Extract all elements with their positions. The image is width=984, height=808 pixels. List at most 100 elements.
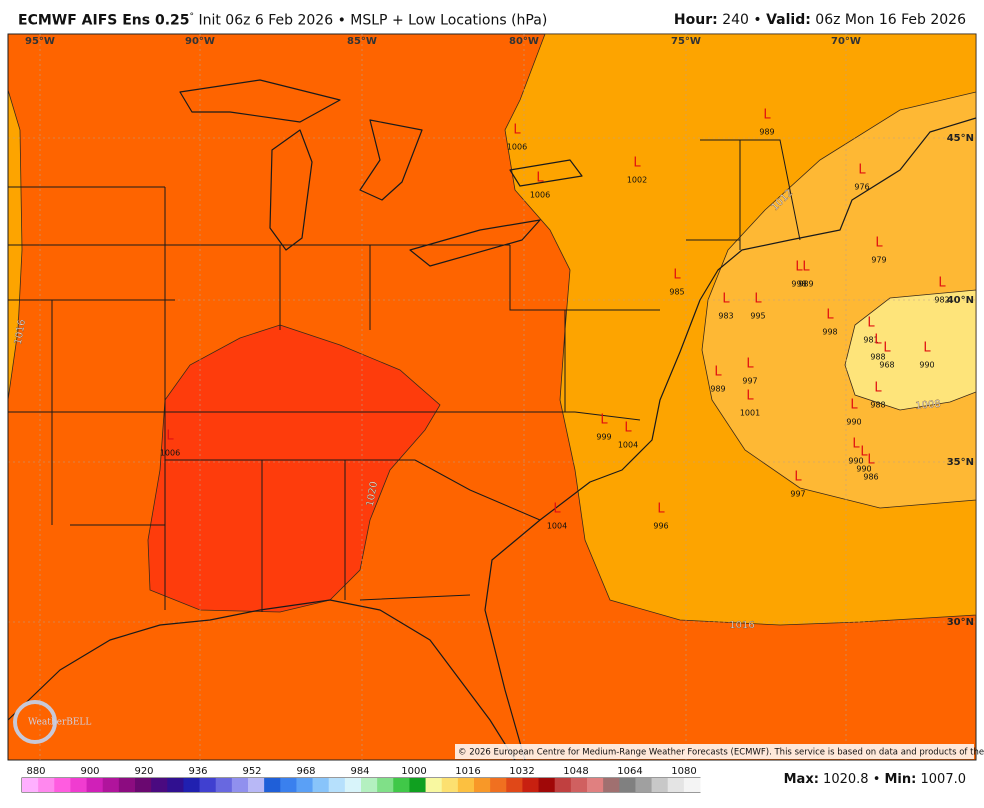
- colorbar-cell: [361, 778, 378, 792]
- pressure-region: [147, 324, 441, 613]
- colorbar-cell: [231, 778, 249, 792]
- max-label: Max:: [783, 772, 819, 787]
- colorbar-label: 984: [350, 766, 369, 777]
- hour: 240: [722, 12, 749, 28]
- colorbar-cell: [344, 778, 362, 792]
- colorbar-label: 1000: [401, 766, 426, 777]
- colorbar-cell: [183, 778, 201, 792]
- low-symbol: L: [600, 413, 608, 428]
- low-symbol: L: [850, 398, 858, 413]
- title: ECMWF AIFS Ens 0.25: [18, 12, 190, 29]
- low-value: 968: [879, 361, 894, 370]
- low-value: 1001: [740, 409, 760, 418]
- colorbar-label: 920: [134, 766, 153, 777]
- separator: •: [872, 772, 881, 787]
- low-symbol: L: [536, 171, 544, 186]
- footer-stats: Max: 1020.8 • Min: 1007.0: [784, 772, 966, 787]
- colorbar-cell: [587, 778, 604, 792]
- subtitle: Init 06z 6 Feb 2026 • MSLP + Low Locatio…: [198, 12, 548, 29]
- contour-label: 1020: [365, 481, 380, 508]
- colorbar-cell: [248, 778, 265, 792]
- low-symbol: L: [938, 276, 946, 291]
- borders: [7, 35, 977, 761]
- colorbar-label: 900: [80, 766, 99, 777]
- colorbar-cell: [683, 778, 701, 792]
- colorbar-cell: [603, 778, 620, 792]
- low-value: 997: [742, 377, 757, 386]
- colorbar-cell: [490, 778, 507, 792]
- low-symbol: L: [852, 437, 860, 452]
- colorbar-cell: [506, 778, 523, 792]
- low-symbol: L: [867, 316, 875, 331]
- colorbar-cell: [102, 778, 120, 792]
- colorbar-label: 880: [26, 766, 45, 777]
- low-value: 989: [759, 128, 774, 137]
- low-value: 989: [798, 280, 813, 289]
- low-symbol: L: [874, 333, 882, 348]
- low-value: 985: [669, 288, 684, 297]
- copyright-box: [455, 744, 974, 759]
- low-value: 1006: [507, 143, 527, 152]
- colorbar-label: 1032: [509, 766, 534, 777]
- low-symbol: L: [714, 365, 722, 380]
- low-value: 1004: [547, 522, 567, 531]
- colorbar-cell: [635, 778, 653, 792]
- contour-label: 1008: [915, 399, 941, 412]
- colorbar-cell: [393, 778, 410, 792]
- colorbar-cell: [86, 778, 104, 792]
- lake: [359, 119, 423, 201]
- contour-label: 1016: [729, 620, 754, 631]
- low-symbol: L: [722, 292, 730, 307]
- low-value: 976: [854, 183, 869, 192]
- low-value: 989: [710, 385, 725, 394]
- low-symbol: L: [746, 357, 754, 372]
- lat-label: 35°N: [947, 457, 974, 468]
- lon-label: 80°W: [509, 36, 539, 47]
- colorbar: 880 900 920 936 952 968 984 1000 1016 1032 1048 106…: [22, 766, 701, 792]
- colorbar-label: 1048: [563, 766, 588, 777]
- low-symbol: L: [754, 292, 762, 307]
- low-value: 988: [870, 353, 885, 362]
- colorbar-cell: [296, 778, 314, 792]
- lat-label: 30°N: [947, 617, 974, 628]
- low-symbol: L: [657, 502, 665, 517]
- low-symbol: L: [633, 156, 641, 171]
- low-symbol: L: [875, 236, 883, 251]
- colorbar-cell: [651, 778, 669, 792]
- low-symbol: L: [883, 341, 891, 356]
- colorbar-label: 1064: [617, 766, 642, 777]
- low-symbol: L: [858, 163, 866, 178]
- colorbar-cell: [199, 778, 217, 792]
- lake: [269, 129, 313, 251]
- low-symbol: L: [794, 470, 802, 485]
- colorbar-cell: [441, 778, 459, 792]
- lon-label: 95°W: [25, 36, 55, 47]
- low-symbol: L: [763, 108, 771, 123]
- low-value: 1006: [530, 191, 550, 200]
- max: 1020.8: [823, 772, 869, 787]
- colorbar-label: 936: [188, 766, 207, 777]
- low-value: 995: [750, 312, 765, 321]
- logo-swirl: [13, 700, 57, 744]
- colorbar-cell: [264, 778, 281, 792]
- low-symbol: L: [673, 268, 681, 283]
- low-value: 998: [791, 280, 806, 289]
- state-border: [7, 35, 801, 760]
- low-symbol: L: [746, 389, 754, 404]
- low-value: 986: [863, 473, 878, 482]
- lat-label: 45°N: [947, 133, 974, 144]
- low-value: 1002: [627, 176, 647, 185]
- low-symbol: L: [802, 260, 810, 275]
- colorbar-cell: [377, 778, 394, 792]
- colorbar-cell: [215, 778, 233, 792]
- title-degree: °: [189, 12, 195, 22]
- colorbar-cell: [312, 778, 330, 792]
- low-value: 988: [870, 401, 885, 410]
- coastline: [7, 599, 516, 761]
- low-symbol: L: [867, 453, 875, 468]
- colorbar-cell: [409, 778, 427, 792]
- colorbar-cell: [280, 778, 297, 792]
- colorbar-cell: [474, 778, 491, 792]
